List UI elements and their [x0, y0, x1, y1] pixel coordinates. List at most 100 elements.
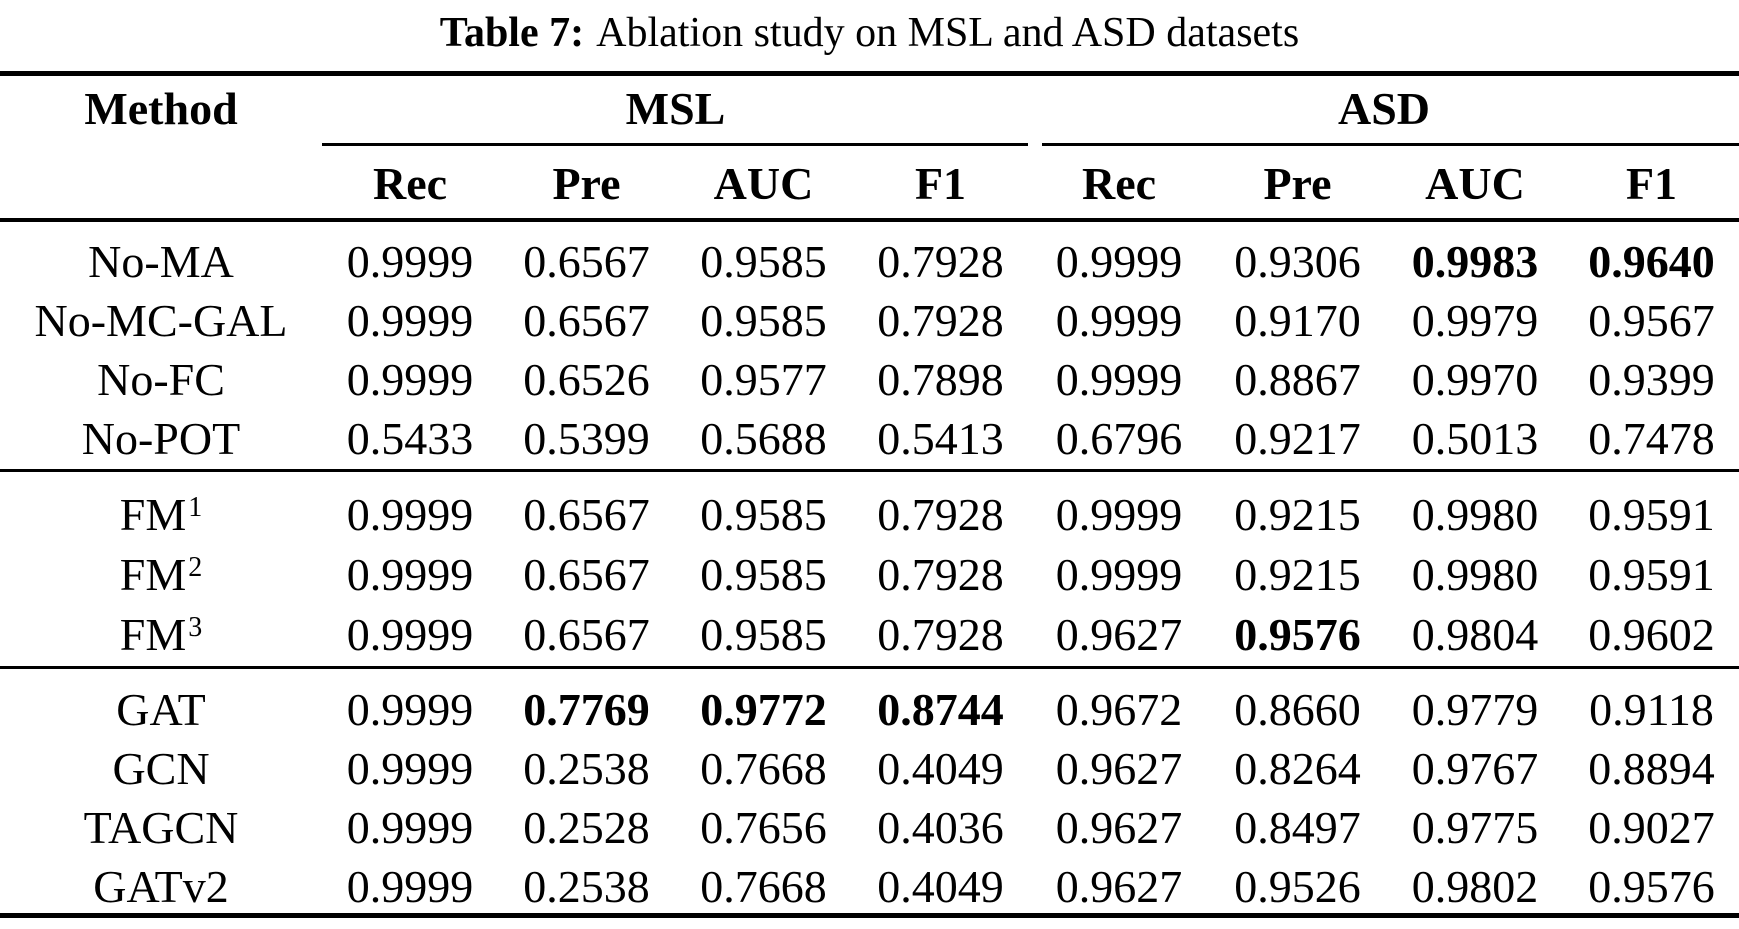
- top-rule: [0, 71, 1739, 76]
- table-row: FM 2 0.9999 0.6567 0.9585 0.7928 0.9999 0.9215 0…: [0, 544, 1739, 604]
- table-row: No-POT 0.5433 0.5399 0.5688 0.5413 0.6796 0.92…: [0, 409, 1739, 468]
- value-cell: 0.4036: [877, 802, 1004, 853]
- value-cell: 0.7668: [700, 861, 827, 912]
- group2-bottom-rule: [0, 666, 1739, 669]
- value-cell: 0.8867: [1234, 354, 1361, 405]
- value-cell: 0.9576: [1588, 861, 1715, 912]
- value-cell: 0.7769: [523, 684, 650, 735]
- table-row: GATv2 0.9999 0.2538 0.7668 0.4049 0.9627 0.952…: [0, 857, 1739, 916]
- value-cell: 0.9591: [1588, 548, 1715, 600]
- method-cell: No-MA: [0, 232, 322, 291]
- value-cell: 0.4049: [877, 861, 1004, 912]
- method-cell: FM 2: [119, 548, 203, 600]
- value-cell: 0.6567: [523, 295, 650, 346]
- table-caption-text: Ablation study on MSL and ASD datasets: [596, 10, 1300, 56]
- method-cell: No-MC-GAL: [0, 291, 322, 350]
- value-cell: 0.6526: [523, 354, 650, 405]
- header-bottom-rule: [0, 218, 1739, 222]
- value-cell: 0.9999: [346, 608, 474, 660]
- value-cell: 0.9999: [346, 295, 474, 346]
- method-label: GATv2: [93, 861, 229, 912]
- method-label: GCN: [112, 743, 210, 794]
- value-cell: 0.2538: [523, 743, 650, 794]
- table-row: GAT 0.9999 0.7769 0.9772 0.8744 0.9672 0.8660 0…: [0, 680, 1739, 739]
- value-cell: 0.9567: [1588, 295, 1715, 346]
- value-cell: 0.9979: [1411, 295, 1539, 346]
- value-cell: 0.7478: [1588, 413, 1715, 464]
- table-caption: Table 7: Ablation study on MSL and ASD da…: [0, 4, 1739, 62]
- method-cell: No-FC: [0, 350, 322, 409]
- table-row: No-FC 0.9999 0.6526 0.9577 0.7898 0.9999 0.886…: [0, 350, 1739, 409]
- value-cell: 0.6567: [523, 608, 650, 660]
- value-cell: 0.7928: [877, 295, 1004, 346]
- value-cell: 0.7928: [877, 608, 1004, 660]
- value-cell: 0.9772: [700, 684, 827, 735]
- value-cell: 0.7928: [877, 236, 1004, 287]
- value-cell: 0.9802: [1411, 861, 1539, 912]
- msl-group-header: MSL: [625, 82, 726, 134]
- asd-group-header: ASD: [1337, 82, 1431, 134]
- asd-pre-header: Pre: [1263, 158, 1332, 209]
- value-cell: 0.9217: [1234, 413, 1361, 464]
- row-group-gnn: GAT 0.9999 0.7769 0.9772 0.8744 0.9672 0.8660 0…: [0, 664, 1739, 916]
- method-cell: TAGCN: [0, 798, 322, 857]
- value-cell: 0.9526: [1234, 861, 1361, 912]
- value-cell: 0.9585: [700, 295, 827, 346]
- value-cell: 0.7668: [700, 743, 827, 794]
- value-cell: 0.9640: [1588, 236, 1715, 287]
- table-row: No-MC-GAL 0.9999 0.6567 0.9585 0.7928 0.9999 0…: [0, 291, 1739, 350]
- asd-f1-header: F1: [1625, 158, 1678, 209]
- value-cell: 0.9999: [346, 354, 474, 405]
- value-cell: 0.8660: [1234, 684, 1361, 735]
- value-cell: 0.9980: [1411, 488, 1539, 540]
- value-cell: 0.6567: [523, 236, 650, 287]
- value-cell: 0.9602: [1588, 608, 1715, 660]
- method-cell: GAT: [0, 680, 322, 739]
- value-cell: 0.7656: [700, 802, 827, 853]
- value-cell: 0.9627: [1055, 861, 1183, 912]
- msl-rec-header: Rec: [372, 158, 448, 209]
- table-row: FM 3 0.9999 0.6567 0.9585 0.7928 0.9627 0.9576 0…: [0, 604, 1739, 664]
- table-row: GCN 0.9999 0.2538 0.7668 0.4049 0.9627 0.8264 0…: [0, 739, 1739, 798]
- method-cell: FM 3: [119, 608, 203, 660]
- method-cell: GCN: [0, 739, 322, 798]
- method-label: No-POT: [81, 413, 241, 464]
- value-cell: 0.9775: [1411, 802, 1539, 853]
- value-cell: 0.9627: [1055, 802, 1183, 853]
- msl-pre-header: Pre: [552, 158, 621, 209]
- value-cell: 0.2528: [523, 802, 650, 853]
- value-cell: 0.9983: [1411, 236, 1539, 287]
- value-cell: 0.9999: [1055, 488, 1183, 540]
- value-cell: 0.9577: [700, 354, 827, 405]
- value-cell: 0.9215: [1234, 548, 1361, 600]
- method-label: No-MA: [88, 236, 234, 287]
- msl-group-underline: [322, 143, 1028, 146]
- row-group-fm: FM 1 0.9999 0.6567 0.9585 0.7928 0.9999 0.9215 0…: [0, 468, 1739, 664]
- value-cell: 0.9999: [346, 802, 474, 853]
- value-cell: 0.8744: [877, 684, 1004, 735]
- value-cell: 0.6567: [523, 488, 650, 540]
- value-cell: 0.6567: [523, 548, 650, 600]
- value-cell: 0.9585: [700, 608, 827, 660]
- value-cell: 0.8264: [1234, 743, 1361, 794]
- value-cell: 0.9576: [1234, 608, 1361, 660]
- value-cell: 0.9970: [1411, 354, 1539, 405]
- sub-header-row: Rec Pre AUC F1 Rec Pre AUC F1: [0, 143, 1739, 218]
- value-cell: 0.8894: [1588, 743, 1715, 794]
- msl-auc-header: AUC: [713, 158, 814, 209]
- value-cell: 0.5399: [523, 413, 650, 464]
- method-label: FM: [119, 548, 187, 600]
- group1-bottom-rule: [0, 469, 1739, 472]
- table-row: No-MA 0.9999 0.6567 0.9585 0.7928 0.9999 0.930…: [0, 232, 1739, 291]
- value-cell: 0.9215: [1234, 488, 1361, 540]
- value-cell: 0.9999: [1055, 295, 1183, 346]
- method-cell: FM 1: [119, 488, 203, 540]
- msl-f1-header: F1: [914, 158, 967, 209]
- value-cell: 0.5413: [877, 413, 1004, 464]
- value-cell: 0.9999: [346, 861, 474, 912]
- table-row: TAGCN 0.9999 0.2528 0.7656 0.4036 0.9627 0.849…: [0, 798, 1739, 857]
- asd-group-underline: [1042, 143, 1739, 146]
- value-cell: 0.6796: [1055, 413, 1183, 464]
- method-label: GAT: [116, 684, 206, 735]
- method-label: TAGCN: [83, 802, 239, 853]
